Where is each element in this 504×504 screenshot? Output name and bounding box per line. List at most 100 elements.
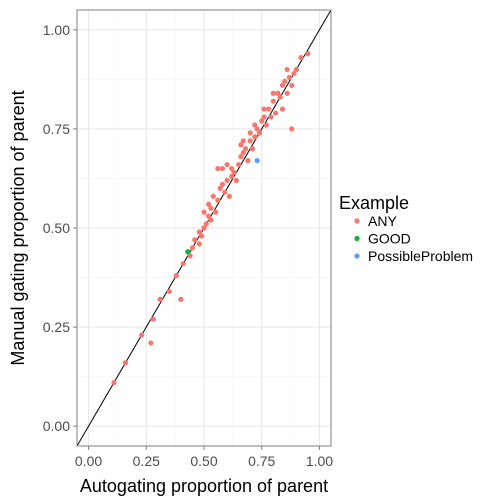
data-point-any xyxy=(187,253,193,259)
data-point-any xyxy=(268,114,274,120)
data-point-any xyxy=(173,272,179,279)
data-point-any xyxy=(270,98,276,104)
data-point-any xyxy=(203,221,209,227)
data-point-any xyxy=(247,138,253,144)
data-point-any xyxy=(212,209,219,215)
data-point-any xyxy=(259,118,265,124)
data-point-any xyxy=(293,66,299,73)
data-point-any xyxy=(196,229,202,235)
data-point-any xyxy=(263,122,269,128)
data-point-any xyxy=(189,245,196,251)
data-point-any xyxy=(122,360,129,366)
data-point-any xyxy=(256,130,263,136)
data-point-any xyxy=(284,90,290,96)
data-point-any xyxy=(240,150,246,156)
data-point-any xyxy=(219,181,226,187)
data-point-any xyxy=(208,217,214,223)
data-point-any xyxy=(150,316,156,322)
data-point-any xyxy=(201,225,207,231)
legend-key-any xyxy=(354,218,360,224)
data-point-any xyxy=(247,130,253,136)
data-point-any xyxy=(192,237,198,243)
data-points xyxy=(111,51,311,386)
data-point-any xyxy=(210,193,216,199)
y-tick-label: 1.00 xyxy=(43,22,70,38)
data-point-any xyxy=(261,114,267,120)
data-point-any xyxy=(245,158,251,164)
data-point-any xyxy=(284,66,290,73)
data-point-any xyxy=(148,340,154,346)
x-tick-label: 1.00 xyxy=(306,453,333,469)
x-tick-label: 0.75 xyxy=(248,453,275,469)
data-point-any xyxy=(236,161,242,168)
y-tick-label: 0.00 xyxy=(43,418,70,434)
data-point-any xyxy=(286,74,293,80)
legend-key-good xyxy=(354,235,360,242)
data-point-any xyxy=(196,241,202,247)
x-tick-label: 0.00 xyxy=(75,453,102,469)
data-point-any xyxy=(157,296,163,302)
data-point-any xyxy=(224,161,230,168)
data-point-any xyxy=(279,106,286,112)
x-tick-label: 0.25 xyxy=(133,453,160,469)
legend-title: Example xyxy=(339,193,409,213)
data-point-any xyxy=(139,332,145,338)
data-point-any xyxy=(289,126,295,132)
data-point-any xyxy=(111,379,117,386)
data-point-any xyxy=(277,94,283,100)
data-point-any xyxy=(279,82,286,88)
data-point-any xyxy=(289,82,295,88)
y-tick-label: 0.50 xyxy=(43,220,70,236)
data-point-any xyxy=(233,177,239,184)
data-point-any xyxy=(252,122,258,128)
data-point-any xyxy=(201,209,207,215)
data-point-any xyxy=(224,177,230,184)
data-point-any xyxy=(254,126,260,132)
data-point-any xyxy=(222,189,228,195)
data-point-any xyxy=(208,205,214,211)
data-point-any xyxy=(252,134,258,140)
x-tick-label: 0.50 xyxy=(190,453,217,469)
legend-label-good: GOOD xyxy=(368,231,411,247)
data-point-any xyxy=(215,197,221,203)
x-axis-ticks: 0.00 0.25 0.50 0.75 1.00 xyxy=(75,446,333,469)
data-point-any xyxy=(178,296,184,302)
data-point-any xyxy=(166,288,172,295)
data-point-any xyxy=(249,146,256,152)
data-point-any xyxy=(229,165,235,172)
data-point-any xyxy=(231,169,237,176)
data-point-any xyxy=(206,201,212,207)
y-axis-title: Manual gating proportion of parent xyxy=(8,90,28,365)
data-point-any xyxy=(242,146,249,152)
data-point-any xyxy=(215,165,221,172)
legend-label-any: ANY xyxy=(368,213,397,229)
data-point-any xyxy=(240,138,246,144)
data-point-any xyxy=(219,165,226,172)
data-point-any xyxy=(180,261,186,267)
data-point-any xyxy=(298,54,304,61)
data-point-any xyxy=(282,78,288,84)
data-point-any xyxy=(226,193,232,199)
legend-key-possibleproblem xyxy=(354,253,360,259)
data-point-possibleproblem xyxy=(254,158,260,164)
data-point-any xyxy=(291,70,297,77)
data-point-any xyxy=(270,90,276,96)
data-point-any xyxy=(217,185,223,191)
data-point-any xyxy=(206,213,212,219)
data-point-any xyxy=(238,154,244,160)
data-point-any xyxy=(305,51,311,57)
legend-label-possibleproblem: PossibleProblem xyxy=(368,248,473,264)
data-point-any xyxy=(261,106,267,112)
y-axis-ticks: 0.00 0.25 0.50 0.75 1.00 xyxy=(43,22,77,434)
x-axis-title: Autogating proportion of parent xyxy=(80,476,328,496)
data-point-any xyxy=(229,173,235,180)
y-tick-label: 0.75 xyxy=(43,121,70,137)
data-point-any xyxy=(238,142,244,148)
data-point-any xyxy=(275,90,281,96)
data-point-any xyxy=(266,106,272,112)
grid xyxy=(77,10,331,446)
y-tick-label: 0.25 xyxy=(43,319,70,335)
data-point-any xyxy=(199,233,205,239)
